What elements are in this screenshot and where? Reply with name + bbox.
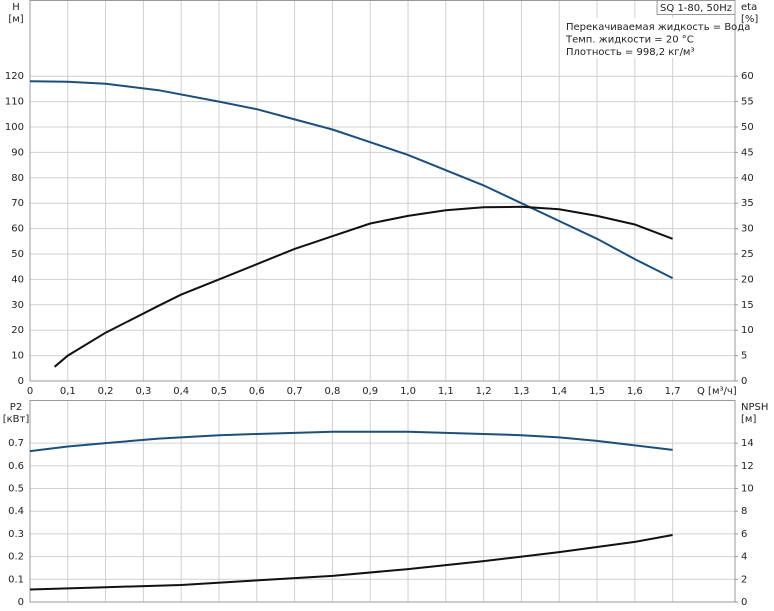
y2-axis-unit: [%]: [741, 14, 758, 25]
y2-tick-label: 0: [741, 597, 747, 608]
y2-tick-label: 0: [741, 376, 747, 387]
y2-tick-label: 12: [741, 461, 754, 472]
chart-title: SQ 1-80, 50Hz: [660, 3, 732, 14]
y-tick-label: 50: [11, 249, 24, 260]
x-tick-label: 0,3: [135, 386, 151, 397]
y2-tick-label: 45: [741, 147, 754, 158]
x-tick-label: 1,1: [438, 386, 454, 397]
curve: [53, 205, 673, 368]
y-tick-label: 0.3: [8, 529, 24, 540]
y-tick-label: 0.4: [8, 506, 24, 517]
y2-tick-label: 10: [741, 484, 754, 495]
y-tick-label: 20: [11, 325, 24, 336]
x-tick-label: 0,8: [324, 386, 340, 397]
curve: [29, 534, 673, 591]
y-tick-label: 10: [11, 351, 24, 362]
annotation: Плотность = 998,2 кг/м³: [566, 47, 695, 58]
y2-tick-label: 2: [741, 574, 747, 585]
x-tick-label: 1,2: [476, 386, 492, 397]
y2-tick-label: 4: [741, 552, 747, 563]
y-tick-label: 0.1: [8, 574, 24, 585]
y-tick-label: 60: [11, 224, 24, 235]
y-tick-label: 70: [11, 198, 24, 209]
x-tick-label: 0,2: [98, 386, 114, 397]
y2-tick-label: 8: [741, 506, 747, 517]
y2-tick-label: 5: [741, 351, 747, 362]
y2-tick-label: 50: [741, 122, 754, 133]
x-axis-label: Q [м³/ч]: [697, 386, 737, 397]
y-axis-label: P2: [10, 402, 22, 413]
y2-tick-label: 15: [741, 300, 754, 311]
y-tick-label: 120: [5, 71, 24, 82]
info-box: [562, 18, 734, 58]
y2-axis-label: NPSH: [741, 402, 768, 413]
y-tick-label: 30: [11, 300, 24, 311]
y2-tick-label: 60: [741, 71, 754, 82]
annotation: Темп. жидкости = 20 °C: [565, 35, 694, 46]
y2-tick-label: 20: [741, 274, 754, 285]
x-tick-label: 1,0: [400, 386, 416, 397]
plot-frame: [29, 0, 736, 382]
y2-tick-label: 40: [741, 173, 754, 184]
x-tick-label: 0: [27, 386, 33, 397]
x-tick-label: 1,5: [589, 386, 605, 397]
y-tick-label: 0.6: [8, 461, 24, 472]
y-tick-label: 0: [18, 376, 24, 387]
y2-tick-label: 55: [741, 97, 754, 108]
y-tick-label: 110: [5, 97, 24, 108]
y2-tick-label: 10: [741, 325, 754, 336]
curve: [29, 80, 674, 279]
y2-tick-label: 35: [741, 198, 754, 209]
x-tick-label: 0,9: [362, 386, 378, 397]
curve: [29, 430, 673, 453]
x-tick-label: 1,4: [551, 386, 567, 397]
y-tick-label: 90: [11, 147, 24, 158]
y-axis-unit: [кВт]: [3, 414, 30, 425]
y-tick-label: 0.2: [8, 552, 24, 563]
y-tick-label: 80: [11, 173, 24, 184]
y-tick-label: 0: [18, 597, 24, 608]
y2-axis-unit: [м]: [741, 414, 756, 425]
x-tick-label: 1,7: [665, 386, 681, 397]
plot-frame: [29, 400, 736, 603]
x-tick-label: 0,4: [173, 386, 189, 397]
x-tick-label: 1,3: [513, 386, 529, 397]
y-tick-label: 100: [5, 122, 24, 133]
y2-axis-label: eta: [741, 2, 757, 13]
y-tick-label: 0.5: [8, 484, 24, 495]
x-tick-label: 0,6: [249, 386, 265, 397]
y-axis-label: H: [12, 2, 20, 13]
y2-tick-label: 30: [741, 224, 754, 235]
annotation: Перекачиваемая жидкость = Вода: [566, 22, 750, 33]
x-tick-label: 0,1: [60, 386, 76, 397]
x-tick-label: 1,6: [627, 386, 643, 397]
y2-tick-label: 14: [741, 438, 754, 449]
y2-tick-label: 25: [741, 249, 754, 260]
y-tick-label: 40: [11, 274, 24, 285]
y2-tick-label: 6: [741, 529, 747, 540]
title-box: [656, 0, 736, 15]
x-tick-label: 0,7: [287, 386, 303, 397]
x-tick-label: 0,5: [211, 386, 227, 397]
y-tick-label: 0.7: [8, 438, 24, 449]
y-axis-unit: [м]: [8, 14, 23, 25]
